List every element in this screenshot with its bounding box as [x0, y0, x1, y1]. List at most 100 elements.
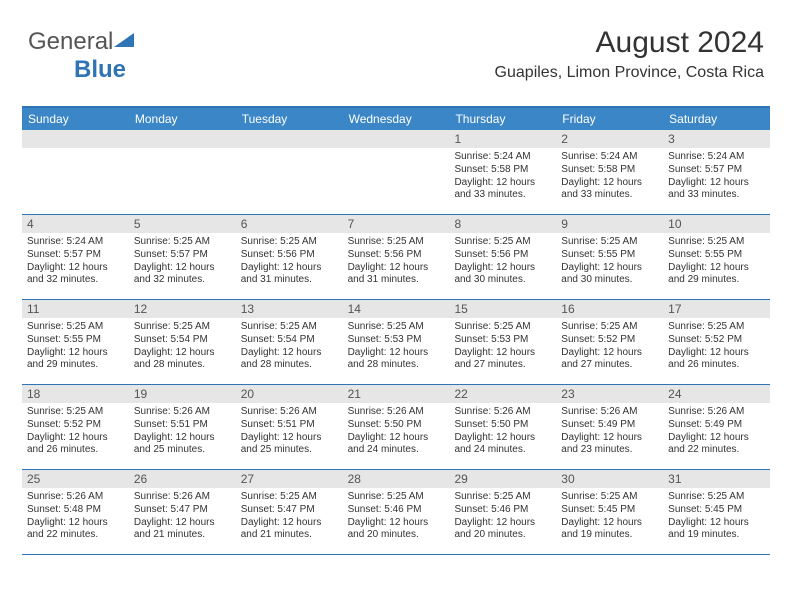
day-body: Sunrise: 5:25 AMSunset: 5:53 PMDaylight:…	[343, 318, 450, 376]
day-detail-line: Daylight: 12 hours and 20 minutes.	[454, 517, 551, 543]
day-detail-line: Sunset: 5:52 PM	[27, 419, 124, 432]
calendar-week-row: 1Sunrise: 5:24 AMSunset: 5:58 PMDaylight…	[22, 130, 770, 215]
day-body: Sunrise: 5:25 AMSunset: 5:56 PMDaylight:…	[449, 233, 556, 291]
day-detail-line: Daylight: 12 hours and 33 minutes.	[454, 177, 551, 203]
day-number: 17	[663, 300, 770, 318]
day-detail-line: Sunrise: 5:25 AM	[454, 491, 551, 504]
brand-logo: General Blue	[28, 28, 134, 84]
day-body: Sunrise: 5:25 AMSunset: 5:46 PMDaylight:…	[343, 488, 450, 546]
day-body	[22, 148, 129, 155]
day-number	[343, 130, 450, 148]
day-detail-line: Daylight: 12 hours and 31 minutes.	[241, 262, 338, 288]
day-detail-line: Sunrise: 5:25 AM	[348, 236, 445, 249]
day-number: 11	[22, 300, 129, 318]
calendar-day-cell: 16Sunrise: 5:25 AMSunset: 5:52 PMDayligh…	[556, 300, 663, 384]
page-subtitle: Guapiles, Limon Province, Costa Rica	[495, 64, 764, 82]
day-detail-line: Sunrise: 5:25 AM	[241, 321, 338, 334]
calendar-day-cell	[22, 130, 129, 214]
calendar-day-cell: 1Sunrise: 5:24 AMSunset: 5:58 PMDaylight…	[449, 130, 556, 214]
page-header: August 2024 Guapiles, Limon Province, Co…	[495, 26, 764, 82]
day-detail-line: Daylight: 12 hours and 25 minutes.	[134, 432, 231, 458]
weekday-header: Monday	[129, 108, 236, 130]
day-detail-line: Sunrise: 5:25 AM	[668, 321, 765, 334]
day-detail-line: Sunrise: 5:25 AM	[134, 236, 231, 249]
calendar-day-cell: 28Sunrise: 5:25 AMSunset: 5:46 PMDayligh…	[343, 470, 450, 554]
day-body: Sunrise: 5:25 AMSunset: 5:47 PMDaylight:…	[236, 488, 343, 546]
weekday-header-row: SundayMondayTuesdayWednesdayThursdayFrid…	[22, 108, 770, 130]
weekday-header: Wednesday	[343, 108, 450, 130]
day-number: 10	[663, 215, 770, 233]
day-number: 18	[22, 385, 129, 403]
calendar-day-cell: 29Sunrise: 5:25 AMSunset: 5:46 PMDayligh…	[449, 470, 556, 554]
day-body: Sunrise: 5:26 AMSunset: 5:47 PMDaylight:…	[129, 488, 236, 546]
day-number: 6	[236, 215, 343, 233]
day-detail-line: Daylight: 12 hours and 32 minutes.	[27, 262, 124, 288]
logo-text-2: Blue	[74, 56, 126, 83]
day-detail-line: Daylight: 12 hours and 22 minutes.	[668, 432, 765, 458]
day-number: 28	[343, 470, 450, 488]
day-body: Sunrise: 5:25 AMSunset: 5:52 PMDaylight:…	[22, 403, 129, 461]
day-detail-line: Daylight: 12 hours and 23 minutes.	[561, 432, 658, 458]
day-detail-line: Sunrise: 5:25 AM	[241, 491, 338, 504]
calendar-body: 1Sunrise: 5:24 AMSunset: 5:58 PMDaylight…	[22, 130, 770, 555]
calendar-day-cell: 4 Sunrise: 5:24 AMSunset: 5:57 PMDaylight…	[22, 215, 129, 299]
calendar-day-cell: 30Sunrise: 5:25 AMSunset: 5:45 PMDayligh…	[556, 470, 663, 554]
day-detail-line: Sunrise: 5:25 AM	[668, 236, 765, 249]
day-body: Sunrise: 5:25 AMSunset: 5:55 PMDaylight:…	[663, 233, 770, 291]
day-detail-line: Sunset: 5:46 PM	[454, 504, 551, 517]
day-body: Sunrise: 5:26 AMSunset: 5:50 PMDaylight:…	[343, 403, 450, 461]
day-detail-line: Sunset: 5:47 PM	[134, 504, 231, 517]
weekday-header: Thursday	[449, 108, 556, 130]
day-detail-line: Sunrise: 5:26 AM	[561, 406, 658, 419]
day-detail-line: Sunrise: 5:24 AM	[27, 236, 124, 249]
calendar-day-cell: 20Sunrise: 5:26 AMSunset: 5:51 PMDayligh…	[236, 385, 343, 469]
day-detail-line: Sunset: 5:56 PM	[241, 249, 338, 262]
day-body	[129, 148, 236, 155]
day-detail-line: Daylight: 12 hours and 24 minutes.	[348, 432, 445, 458]
day-number: 2	[556, 130, 663, 148]
day-detail-line: Sunrise: 5:25 AM	[134, 321, 231, 334]
day-body: Sunrise: 5:25 AMSunset: 5:45 PMDaylight:…	[556, 488, 663, 546]
day-number: 16	[556, 300, 663, 318]
day-detail-line: Sunrise: 5:25 AM	[348, 491, 445, 504]
weekday-header: Tuesday	[236, 108, 343, 130]
day-detail-line: Sunset: 5:57 PM	[134, 249, 231, 262]
weekday-header: Friday	[556, 108, 663, 130]
day-detail-line: Sunset: 5:53 PM	[454, 334, 551, 347]
day-body: Sunrise: 5:26 AMSunset: 5:49 PMDaylight:…	[556, 403, 663, 461]
day-body: Sunrise: 5:25 AMSunset: 5:55 PMDaylight:…	[556, 233, 663, 291]
calendar-day-cell: 17Sunrise: 5:25 AMSunset: 5:52 PMDayligh…	[663, 300, 770, 384]
day-number: 24	[663, 385, 770, 403]
calendar-day-cell: 22Sunrise: 5:26 AMSunset: 5:50 PMDayligh…	[449, 385, 556, 469]
day-number: 23	[556, 385, 663, 403]
day-detail-line: Sunrise: 5:25 AM	[454, 236, 551, 249]
day-number: 1	[449, 130, 556, 148]
day-detail-line: Sunset: 5:57 PM	[27, 249, 124, 262]
day-number: 8	[449, 215, 556, 233]
calendar-day-cell: 21Sunrise: 5:26 AMSunset: 5:50 PMDayligh…	[343, 385, 450, 469]
calendar-day-cell: 14Sunrise: 5:25 AMSunset: 5:53 PMDayligh…	[343, 300, 450, 384]
day-detail-line: Sunset: 5:54 PM	[134, 334, 231, 347]
day-body: Sunrise: 5:25 AMSunset: 5:56 PMDaylight:…	[343, 233, 450, 291]
day-number: 15	[449, 300, 556, 318]
day-detail-line: Daylight: 12 hours and 28 minutes.	[241, 347, 338, 373]
calendar-day-cell: 25Sunrise: 5:26 AMSunset: 5:48 PMDayligh…	[22, 470, 129, 554]
day-detail-line: Daylight: 12 hours and 20 minutes.	[348, 517, 445, 543]
day-detail-line: Daylight: 12 hours and 29 minutes.	[668, 262, 765, 288]
day-detail-line: Daylight: 12 hours and 26 minutes.	[668, 347, 765, 373]
day-body: Sunrise: 5:26 AMSunset: 5:49 PMDaylight:…	[663, 403, 770, 461]
day-detail-line: Sunrise: 5:26 AM	[134, 491, 231, 504]
day-detail-line: Sunset: 5:55 PM	[561, 249, 658, 262]
day-number: 4	[22, 215, 129, 233]
day-body: Sunrise: 5:25 AMSunset: 5:55 PMDaylight:…	[22, 318, 129, 376]
day-detail-line: Daylight: 12 hours and 29 minutes.	[27, 347, 124, 373]
day-detail-line: Sunset: 5:45 PM	[561, 504, 658, 517]
day-detail-line: Sunrise: 5:25 AM	[27, 406, 124, 419]
day-number: 30	[556, 470, 663, 488]
day-detail-line: Sunset: 5:49 PM	[561, 419, 658, 432]
calendar-day-cell: 19Sunrise: 5:26 AMSunset: 5:51 PMDayligh…	[129, 385, 236, 469]
day-number	[129, 130, 236, 148]
calendar-day-cell	[343, 130, 450, 214]
day-detail-line: Sunset: 5:51 PM	[241, 419, 338, 432]
calendar-day-cell: 18Sunrise: 5:25 AMSunset: 5:52 PMDayligh…	[22, 385, 129, 469]
